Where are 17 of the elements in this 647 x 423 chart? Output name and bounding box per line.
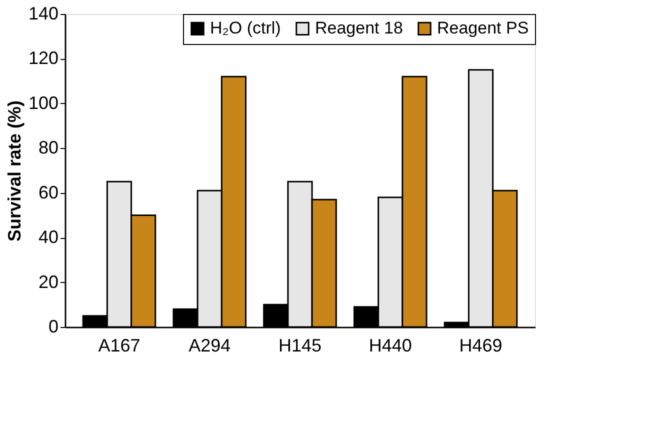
x-tick-label: H440: [368, 336, 412, 356]
x-tick-label: A167: [98, 336, 140, 356]
y-tick-label: 0: [48, 316, 58, 336]
y-tick-label: 40: [38, 227, 58, 248]
y-tick-label: 100: [28, 92, 58, 113]
x-tick-label: H145: [278, 336, 322, 356]
x-tick-label: H469: [459, 336, 502, 356]
legend-label: Reagent 18: [315, 18, 403, 38]
y-tick-label: 120: [28, 48, 58, 68]
legend-label: Reagent PS: [437, 18, 529, 38]
y-tick-label: 80: [38, 138, 58, 158]
x-tick-label: A294: [188, 336, 231, 356]
y-tick-label: 20: [38, 272, 58, 292]
legend-label: H₂O (ctrl): [210, 18, 281, 38]
y-axis-title: Survival rate (%): [4, 100, 24, 242]
y-tick-label: 60: [38, 182, 58, 202]
y-tick-label: 140: [28, 4, 58, 24]
